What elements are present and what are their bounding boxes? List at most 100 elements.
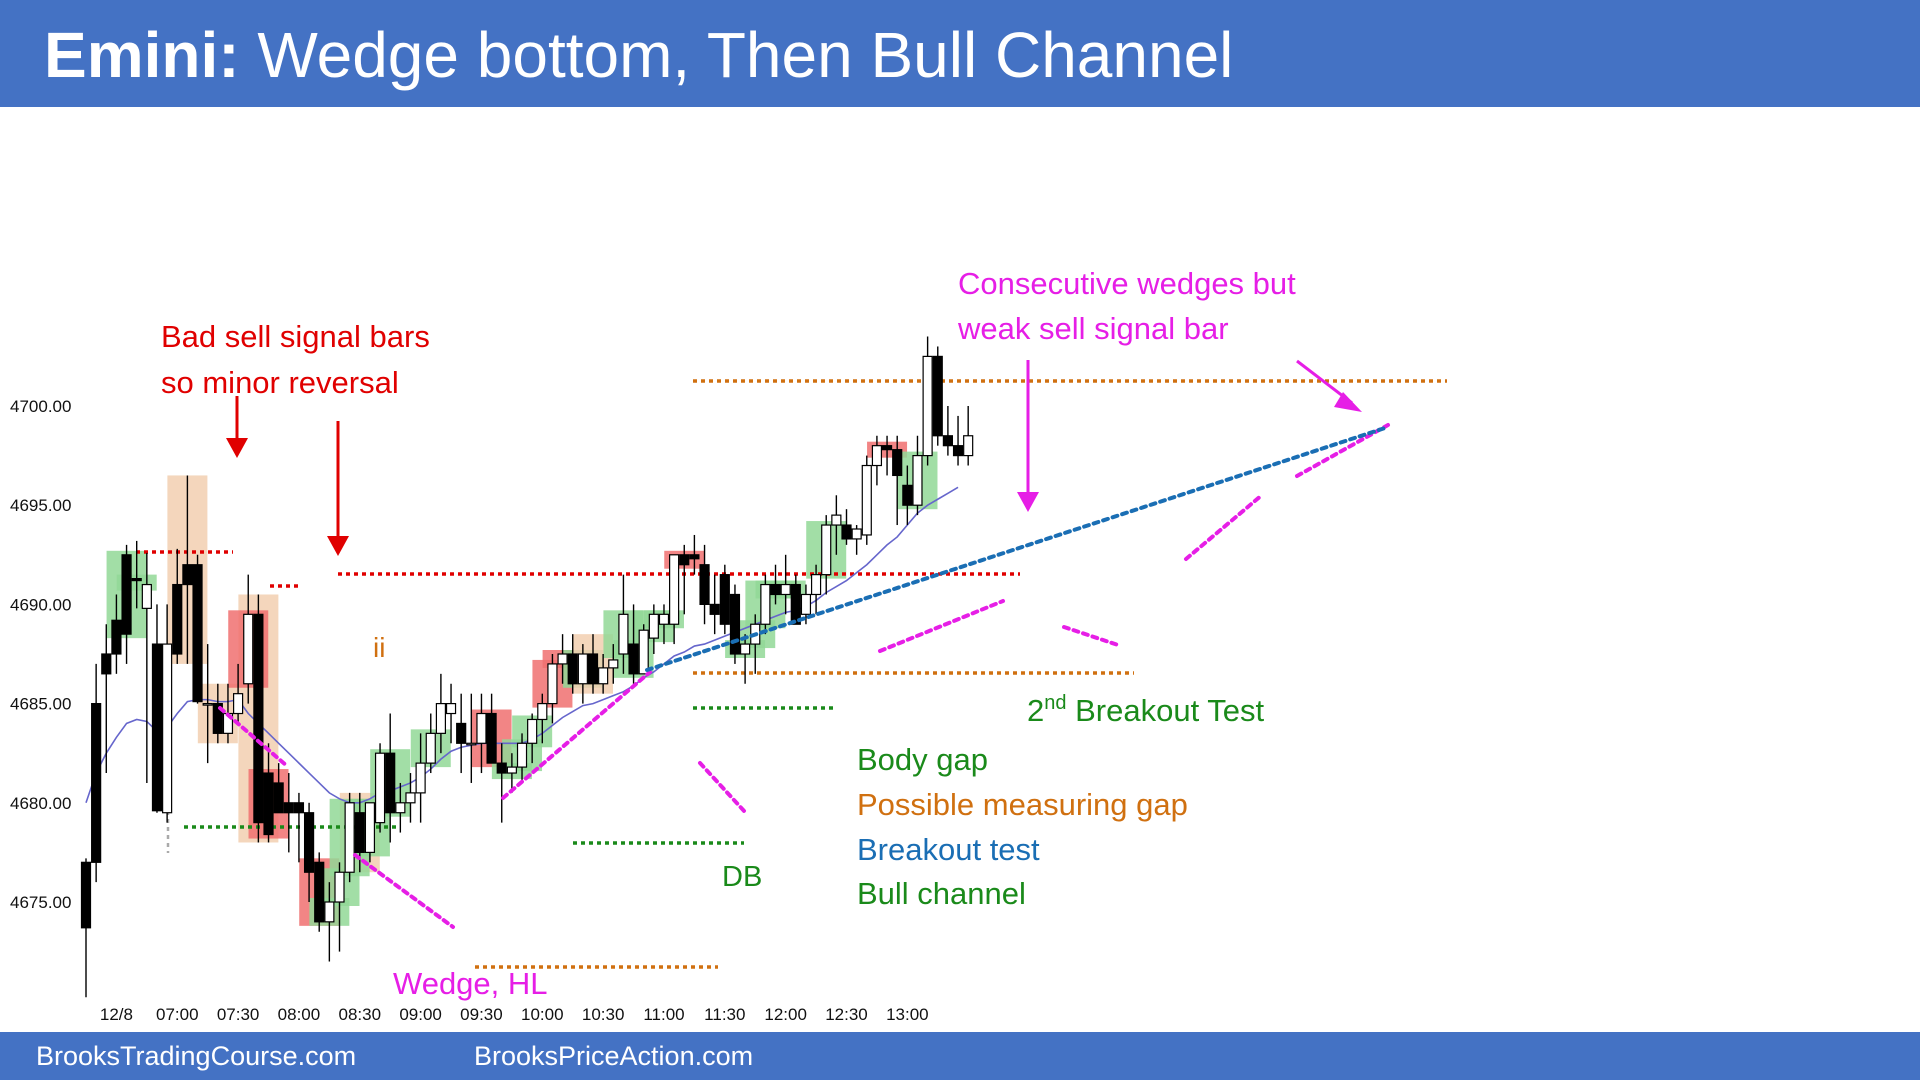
footer-link-trading-course[interactable]: BrooksTradingCourse.com [36,1041,357,1071]
candle [821,515,832,595]
x-tick-label: 07:30 [217,1005,260,1024]
bear-candle-body [486,712,497,764]
footer-link-price-action[interactable]: BrooksPriceAction.com [474,1041,754,1071]
candle [405,773,416,823]
bear-candle-body [101,653,112,675]
candle [456,693,467,774]
candle [334,862,345,952]
second-breakout-test-prefix: 2 [1027,693,1044,728]
candle [506,753,517,793]
bear-candle-body [293,802,305,814]
candle [892,435,903,526]
candle [810,564,822,615]
candle [790,574,801,625]
candle [689,534,700,575]
candle [445,683,457,744]
bear-candle-body [952,445,964,457]
bull-candle-body [648,613,659,639]
candle [932,346,943,446]
bear-candle-body [111,619,122,655]
bear-candle-body [790,583,801,625]
candle [131,540,142,609]
candle [770,564,781,605]
x-tick-label: 12:30 [825,1005,868,1024]
bear-candle-body [942,435,954,447]
candle [618,574,629,674]
bull-candle-body [202,702,213,706]
bull-candle-body [466,742,477,746]
candle [273,763,284,814]
channel-line-3 [1184,493,1264,561]
legend-breakout-test: Breakout test [857,832,1040,867]
bull-candle-body [537,702,548,721]
candle [648,604,659,654]
x-tick-label: 09:30 [460,1005,503,1024]
channel-line-2 [1062,625,1120,647]
bull-candle-body [344,802,355,873]
bull-candle-body [922,355,933,457]
candle [425,713,436,774]
x-tick-label: 11:00 [643,1005,684,1024]
bull-candle-body [739,643,751,655]
bull-candle-body [800,593,812,615]
y-tick-label: 4690.00 [10,595,71,614]
bull-candle-body [547,663,558,705]
candle [344,792,355,883]
bear-candle-body [354,812,365,853]
bear-candle-body [283,802,294,814]
wedge-line-up [501,670,652,800]
legend-measuring-gap: Possible measuring gap [857,787,1188,822]
candle [871,435,883,486]
header-bar: Emini: Wedge bottom, Then Bull Channel [0,0,1920,107]
candle [91,663,102,883]
magenta-arrow-1-head [1017,492,1039,512]
y-tick-label: 4700.00 [10,397,71,416]
bull-candle-body [557,653,568,665]
candle [374,743,386,833]
candle [233,663,244,724]
candle [567,634,578,694]
bear-candle-body [587,653,599,685]
candle [760,574,771,635]
bull-candle-body [831,514,842,526]
bear-candle-body [273,782,284,814]
bear-candle-body [689,554,700,560]
bear-candle-body [679,554,690,566]
footer-bar: BrooksTradingCourse.com BrooksPriceActio… [0,1032,1920,1080]
bull-candle-body [364,802,376,853]
bull-candle-body [243,613,254,685]
magenta-arrows [1017,359,1362,512]
wedge-line-left [218,706,289,768]
candle [151,604,163,813]
minor-reversal-label: so minor reversal [161,365,399,400]
candle [942,406,954,456]
bad-sell-signal-label: Bad sell signal bars [161,319,430,354]
magenta-arrow-2-head [1334,392,1362,412]
bull-candle-body [527,718,538,744]
bear-candle-body [121,554,132,635]
bull-candle-body [821,524,832,576]
bear-candle-body [253,613,264,824]
bull-candle-body [658,613,670,625]
bull-candle-body [851,528,862,540]
candle [324,882,335,962]
bear-candle-body [80,861,92,929]
bear-candle-body [902,484,913,506]
bear-candle-body [567,653,578,685]
consecutive-wedges-label: Consecutive wedges but [958,266,1296,301]
candle [121,544,132,664]
candle [385,713,396,843]
candle [729,584,741,664]
bull-candle-body [435,702,446,734]
candle [486,693,497,764]
candle [283,773,294,853]
bear-candle-body [932,355,943,437]
bull-candle-body [162,643,173,814]
pullback-line [698,761,747,814]
candle [679,544,690,615]
candle [587,634,599,694]
candle [598,654,609,694]
y-tick-label: 4685.00 [10,695,71,714]
bull-candle-body [374,752,386,824]
candle [395,782,406,833]
